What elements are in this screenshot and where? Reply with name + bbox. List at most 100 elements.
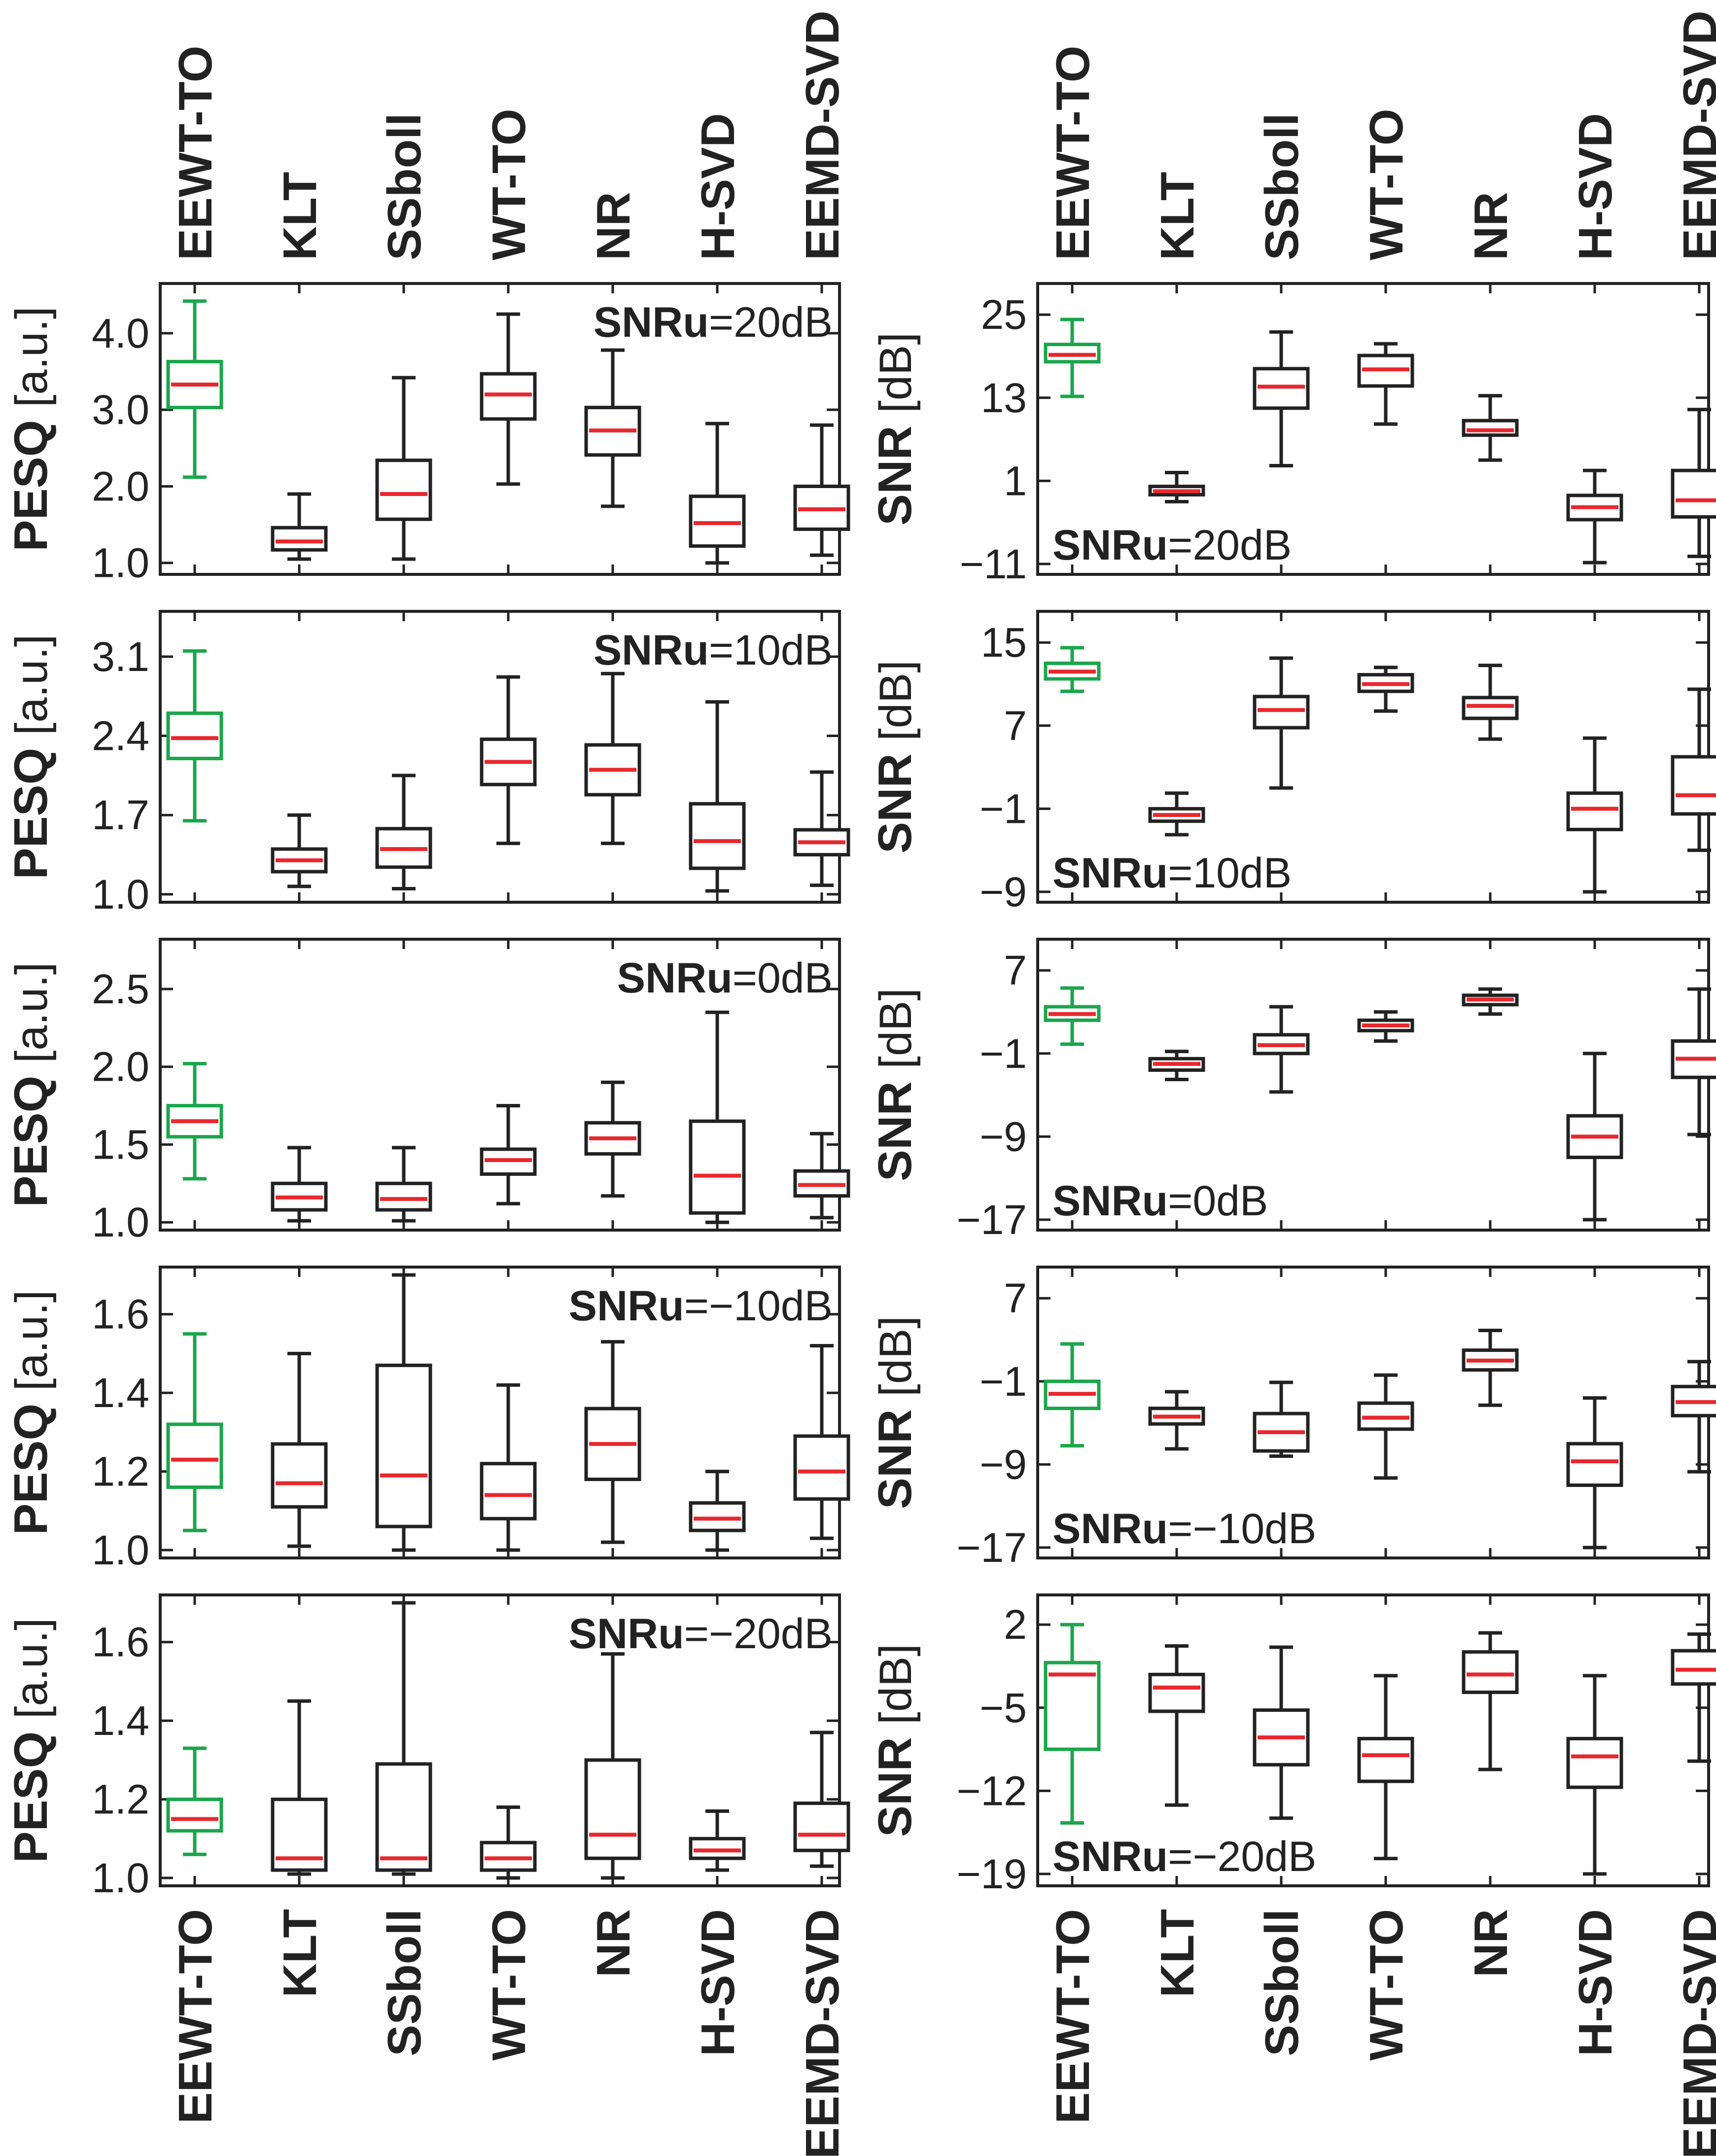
y-axis-label: PESQ [a.u.] [4, 635, 57, 880]
box-ssboll [375, 774, 432, 890]
box-h-svd [689, 1470, 746, 1552]
y-tick-label: 1.0 [92, 871, 149, 918]
y-tick-label: 25 [981, 291, 1027, 338]
method-label-bottom-pesq-nr: NR [587, 1909, 640, 1978]
panel-snr-row-5: −19 −12 −5 2 SNR [dB] SNRu=−20dB [869, 1593, 1716, 1897]
box-eewt-to [1044, 646, 1101, 693]
method-label-top-pesq-eemd-svd: EEMD-SVD [796, 10, 849, 260]
box-nr [584, 1652, 641, 1880]
method-label-text: SSboll [1256, 1909, 1308, 2056]
box-iqr [1357, 1736, 1414, 1783]
method-label-text: SSboll [378, 1909, 431, 2056]
box-h-svd [1566, 468, 1623, 565]
method-label-text: EEMD-SVD [796, 1909, 849, 2156]
y-tick-label: −19 [957, 1851, 1027, 1897]
box-iqr [1253, 695, 1310, 730]
y-axis-label: PESQ [a.u.] [4, 962, 57, 1207]
snr-u-annotation-bold: SNRu [1052, 522, 1168, 569]
box-eemd-svd [1671, 408, 1716, 558]
panel-frame [1036, 1593, 1710, 1887]
box-ssboll [1253, 1005, 1310, 1094]
box-wt-to [1357, 1010, 1414, 1043]
box-iqr [375, 459, 432, 521]
y-tick-label: 1.2 [92, 1776, 149, 1823]
y-tick-label: −1 [980, 1030, 1027, 1077]
method-label-bottom-pesq-wt-to: WT-TO [483, 1909, 535, 2061]
box-klt [271, 1146, 328, 1223]
y-axis-label: SNR [dB] [869, 1316, 921, 1509]
box-wt-to [480, 1805, 537, 1880]
y-axis-label-unit: [a.u.] [6, 1290, 57, 1404]
y-axis-label: SNR [dB] [869, 660, 921, 853]
method-label-bottom-snr-klt: KLT [1151, 1909, 1204, 1997]
snr-u-annotation: SNRu=20dB [594, 299, 833, 346]
y-tick-label: 13 [981, 375, 1027, 421]
y-tick-label: −17 [957, 1524, 1027, 1571]
snr-u-annotation: SNRu=−10dB [1052, 1505, 1316, 1553]
method-label-text: WT-TO [483, 1909, 535, 2061]
box-eemd-svd [1671, 987, 1716, 1136]
y-tick-label: −1 [980, 1358, 1027, 1405]
method-label-text: WT-TO [1360, 109, 1413, 261]
box-eewt-to [166, 1332, 223, 1532]
method-label-text: EEWT-TO [169, 1909, 222, 2124]
method-label-top-snr-h-svd: H-SVD [1569, 113, 1622, 260]
box-iqr [1462, 696, 1519, 720]
box-iqr [1566, 1736, 1623, 1789]
box-iqr [166, 1422, 223, 1489]
box-klt [271, 1351, 328, 1548]
y-axis-label: PESQ [a.u.] [4, 307, 57, 552]
method-label-bottom-pesq-eewt-to: EEWT-TO [169, 1909, 222, 2124]
y-tick-label: −17 [957, 1197, 1027, 1243]
method-label-top-pesq-ssboll: SSboll [378, 113, 431, 260]
box-ssboll [1253, 330, 1310, 467]
box-wt-to [480, 1104, 537, 1205]
box-wt-to [480, 312, 537, 486]
box-eewt-to [1044, 318, 1101, 398]
box-iqr [793, 1434, 850, 1501]
y-tick-label: 2 [1004, 1601, 1027, 1648]
box-klt [1148, 1390, 1205, 1451]
box-iqr [584, 1758, 641, 1860]
y-tick-label: 3.1 [92, 634, 149, 680]
box-wt-to [1357, 1674, 1414, 1861]
method-label-text: EEMD-SVD [1674, 10, 1716, 260]
method-label-text: SSboll [1256, 113, 1308, 260]
snr-u-annotation-value: =−20dB [684, 1610, 833, 1658]
y-axis-label-unit: [a.u.] [6, 635, 57, 748]
y-tick-label: 1.0 [92, 540, 149, 586]
y-axis-label: SNR [dB] [869, 1644, 921, 1837]
y-tick-label: 1.6 [92, 1291, 149, 1338]
method-label-text: H-SVD [1569, 1909, 1622, 2056]
box-wt-to [1357, 342, 1414, 426]
box-eemd-svd [793, 770, 850, 887]
snr-u-annotation-bold: SNRu [594, 627, 709, 674]
method-label-text: NR [1465, 192, 1517, 260]
snr-u-annotation-bold: SNRu [569, 1282, 684, 1330]
box-iqr [1566, 1442, 1623, 1487]
method-label-text: SSboll [378, 113, 431, 260]
y-tick-label: 1.0 [92, 1855, 149, 1901]
method-label-text: WT-TO [1360, 1909, 1413, 2061]
box-ssboll [375, 376, 432, 561]
y-axis-label-bold: PESQ [4, 1076, 57, 1207]
method-label-bottom-snr-ssboll: SSboll [1256, 1909, 1308, 2056]
box-klt [1148, 1644, 1205, 1807]
box-klt [271, 813, 328, 888]
method-label-bottom-snr-eewt-to: EEWT-TO [1047, 1909, 1099, 2124]
method-label-top-pesq-klt: KLT [274, 172, 326, 260]
y-axis-label: SNR [dB] [869, 988, 921, 1181]
snr-u-annotation-bold: SNRu [1052, 1177, 1168, 1225]
box-nr [1462, 1329, 1519, 1407]
panel-pesq-row-3: 1.0 1.5 2.0 2.5 PESQ [a.u.] SNRu=0dB [4, 938, 850, 1245]
box-h-svd [1566, 1674, 1623, 1876]
box-eewt-to [166, 1746, 223, 1856]
method-label-text: KLT [1151, 1909, 1204, 1997]
snr-u-annotation-value: =10dB [709, 627, 833, 674]
box-ssboll [375, 1273, 432, 1552]
y-axis-label-bold: PESQ [4, 420, 57, 552]
y-axis-label-unit: [a.u.] [6, 1618, 57, 1732]
box-h-svd [1566, 1052, 1623, 1222]
box-iqr [1566, 791, 1623, 831]
method-label-text: EEWT-TO [1047, 1909, 1099, 2124]
